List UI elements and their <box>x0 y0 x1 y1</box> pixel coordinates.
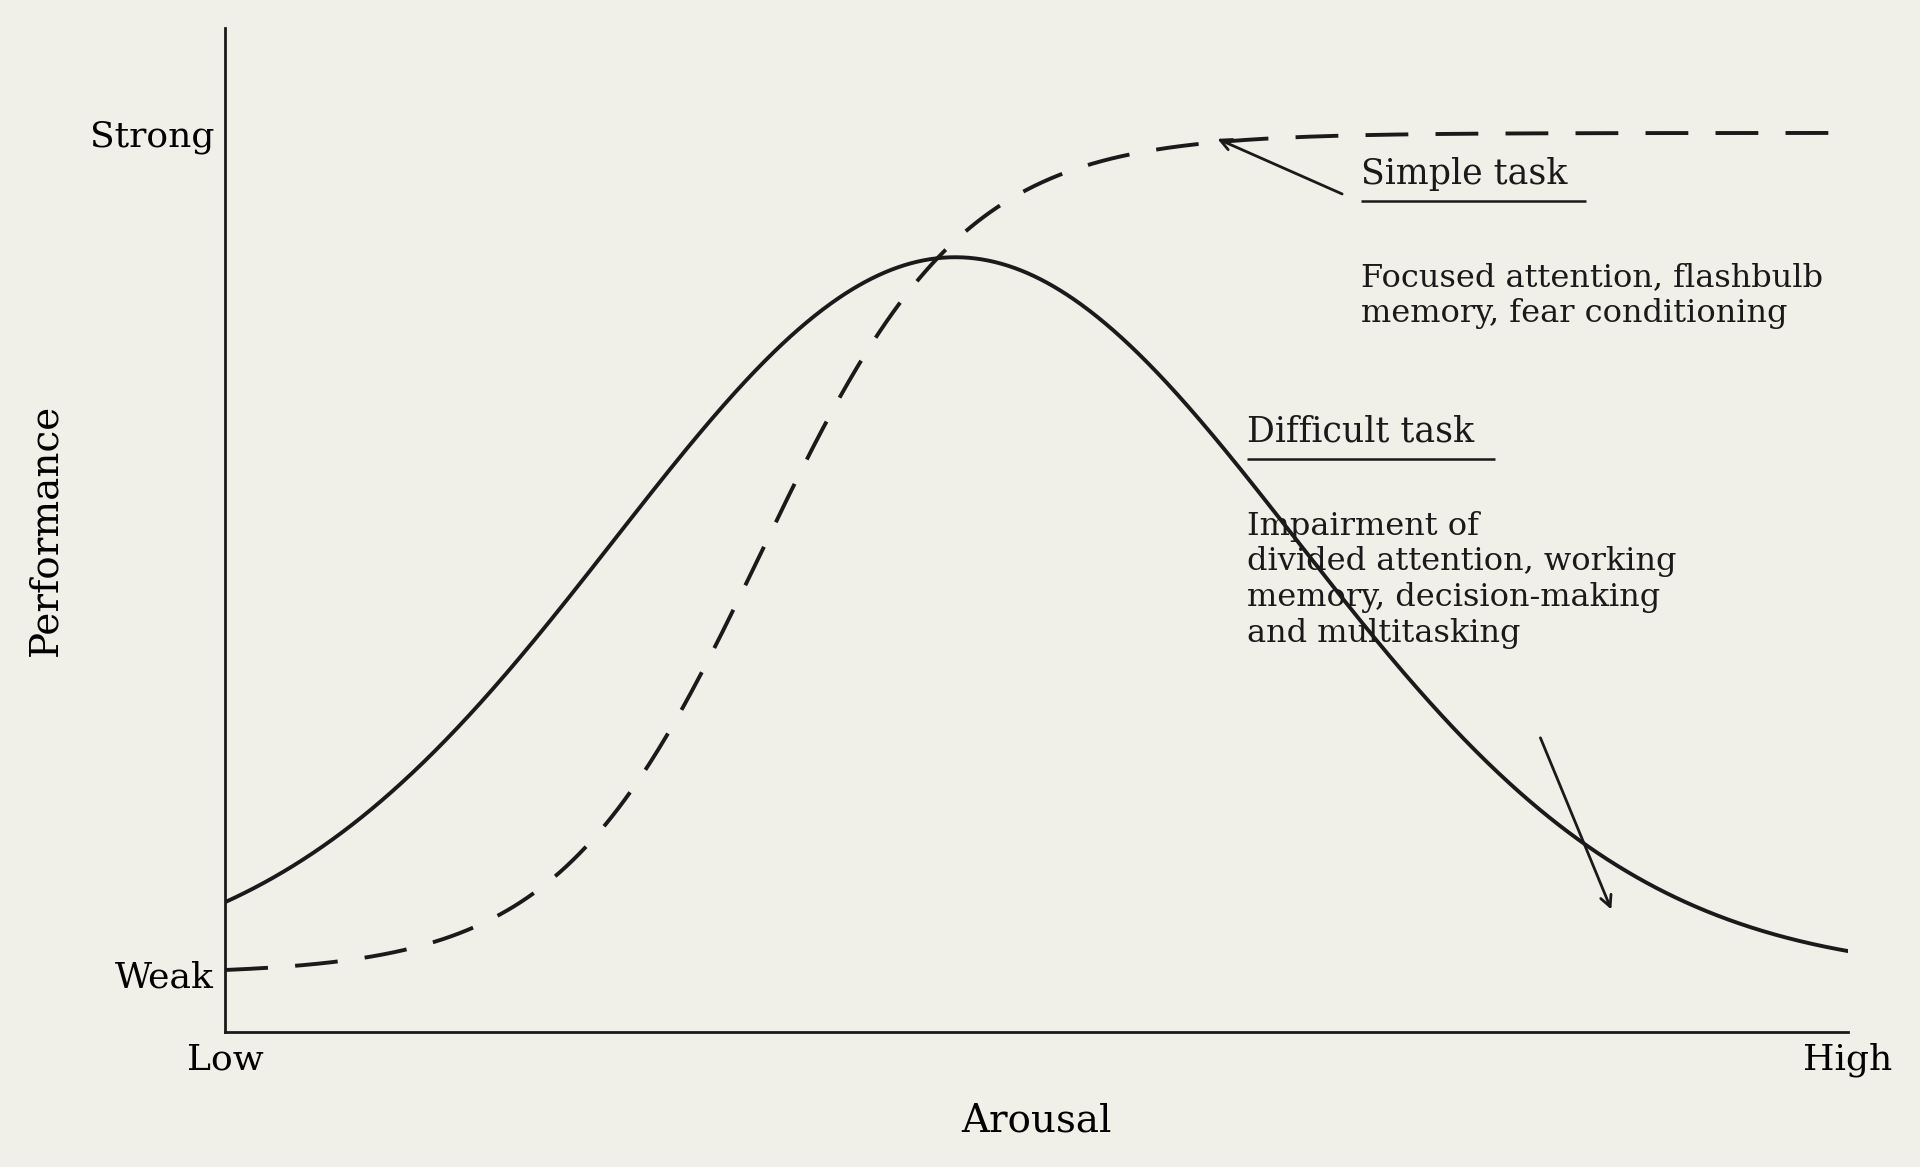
Text: Simple task: Simple task <box>1361 156 1567 191</box>
Text: Focused attention, flashbulb
memory, fear conditioning: Focused attention, flashbulb memory, fea… <box>1361 263 1822 329</box>
X-axis label: Arousal: Arousal <box>962 1102 1112 1139</box>
Text: Difficult task: Difficult task <box>1248 415 1475 449</box>
Text: Impairment of
divided attention, working
memory, decision-making
and multitaskin: Impairment of divided attention, working… <box>1248 511 1676 649</box>
Y-axis label: Performance: Performance <box>27 404 65 656</box>
